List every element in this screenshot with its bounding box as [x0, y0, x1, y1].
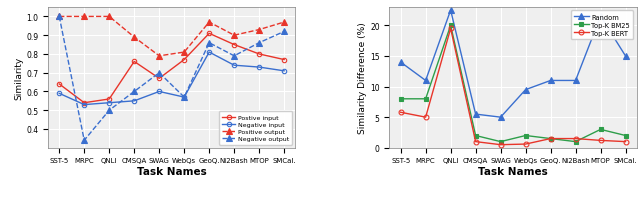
Top-K BM25 — [397, 98, 404, 101]
Postive input — [131, 61, 138, 63]
Top-K BERT — [497, 144, 504, 146]
Random — [397, 62, 404, 64]
Negative input — [56, 93, 63, 95]
Positive output — [180, 52, 188, 54]
Negative output — [56, 16, 63, 19]
Negative output — [156, 72, 163, 75]
Negative input — [131, 100, 138, 103]
Positive output — [81, 16, 88, 19]
Y-axis label: Similarity: Similarity — [14, 56, 24, 100]
Top-K BM25 — [621, 135, 629, 137]
Positive output — [131, 37, 138, 39]
Negative output — [230, 55, 238, 58]
Top-K BM25 — [447, 25, 454, 27]
Top-K BM25 — [422, 98, 429, 101]
Top-K BM25 — [497, 141, 504, 143]
Postive input — [81, 102, 88, 104]
X-axis label: Task Names: Task Names — [137, 166, 207, 176]
Negative input — [205, 52, 213, 54]
Random — [547, 80, 554, 82]
Positive output — [156, 55, 163, 58]
Top-K BERT — [572, 138, 579, 140]
Top-K BM25 — [572, 141, 579, 143]
Negative output — [180, 96, 188, 99]
Random — [497, 116, 504, 119]
Legend: Postive input, Negative input, Positive output, Negative output: Postive input, Negative input, Positive … — [218, 112, 292, 145]
Negative input — [81, 104, 88, 106]
Top-K BERT — [397, 111, 404, 114]
Postive input — [255, 53, 263, 56]
Random — [596, 16, 604, 18]
Postive input — [156, 78, 163, 80]
Negative output — [131, 91, 138, 93]
Negative input — [230, 65, 238, 67]
Random — [522, 89, 529, 91]
Negative output — [280, 31, 288, 33]
Negative input — [280, 70, 288, 73]
Line: Postive input: Postive input — [57, 32, 286, 105]
Line: Negative output: Negative output — [56, 14, 287, 144]
Top-K BERT — [447, 28, 454, 31]
Negative output — [205, 42, 213, 45]
Negative input — [106, 102, 113, 104]
Top-K BERT — [522, 143, 529, 146]
Postive input — [180, 59, 188, 61]
Positive output — [106, 16, 113, 19]
Line: Negative input: Negative input — [57, 51, 286, 107]
Postive input — [106, 98, 113, 101]
Negative output — [106, 109, 113, 112]
Random — [621, 55, 629, 58]
Positive output — [255, 29, 263, 32]
Top-K BERT — [596, 139, 604, 142]
Postive input — [280, 59, 288, 61]
Negative input — [180, 96, 188, 99]
Negative input — [255, 67, 263, 69]
Top-K BM25 — [522, 135, 529, 137]
Positive output — [56, 16, 63, 19]
Line: Top-K BM25: Top-K BM25 — [398, 24, 628, 144]
Postive input — [205, 33, 213, 35]
X-axis label: Task Names: Task Names — [478, 166, 548, 176]
Random — [472, 113, 479, 116]
Negative output — [81, 139, 88, 142]
Line: Random: Random — [398, 8, 628, 120]
Random — [447, 10, 454, 12]
Negative input — [156, 91, 163, 93]
Negative output — [255, 42, 263, 45]
Top-K BM25 — [596, 129, 604, 131]
Random — [422, 80, 429, 82]
Line: Top-K BERT: Top-K BERT — [398, 27, 628, 147]
Positive output — [205, 22, 213, 24]
Postive input — [56, 83, 63, 86]
Top-K BERT — [621, 141, 629, 143]
Top-K BM25 — [472, 135, 479, 137]
Top-K BERT — [547, 138, 554, 140]
Random — [572, 80, 579, 82]
Postive input — [230, 44, 238, 47]
Top-K BERT — [422, 116, 429, 119]
Y-axis label: Similarity Difference (%): Similarity Difference (%) — [358, 22, 367, 134]
Top-K BM25 — [547, 138, 554, 140]
Legend: Random, Top-K BM25, Top-K BERT: Random, Top-K BM25, Top-K BERT — [571, 11, 634, 40]
Line: Positive output: Positive output — [56, 14, 287, 60]
Positive output — [280, 22, 288, 24]
Positive output — [230, 35, 238, 37]
Top-K BERT — [472, 141, 479, 143]
